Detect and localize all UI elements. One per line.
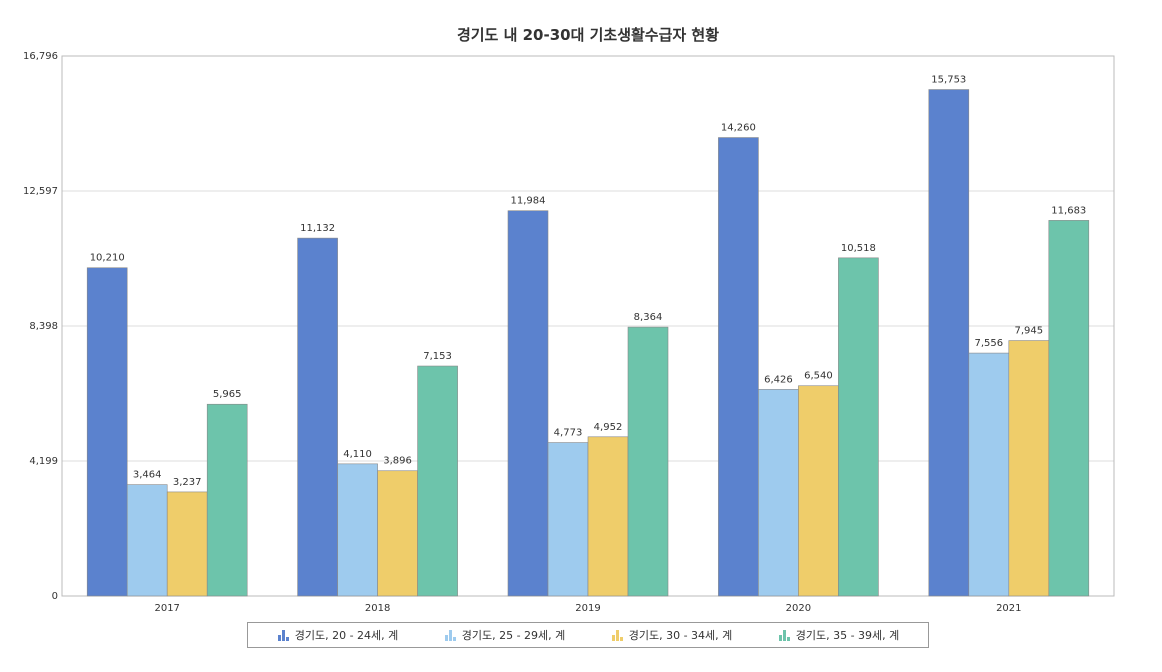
data-label: 10,210 [90, 253, 125, 264]
chart-legend: 경기도, 20 - 24세, 계 경기도, 25 - 29세, 계 경기도, 30 … [247, 622, 929, 648]
label-layer: 10,210 3,464 3,237 5,965 11,132 4,110 3,896 7,1… [90, 75, 1087, 488]
legend-label: 경기도, 30 - 34세, 계 [628, 629, 733, 642]
legend-item[interactable]: 경기도, 30 - 34세, 계 [611, 627, 733, 643]
y-tick-label: 12,597 [23, 186, 58, 197]
x-tick-label: 2019 [575, 603, 600, 614]
data-label: 6,540 [804, 371, 833, 382]
y-tick-label: 16,796 [23, 51, 58, 62]
data-label: 3,896 [383, 456, 412, 467]
data-label: 4,952 [594, 422, 623, 433]
data-label: 6,426 [764, 374, 793, 385]
bar [758, 389, 799, 597]
legend-label: 경기도, 20 - 24세, 계 [294, 629, 399, 642]
x-tick-label: 2020 [786, 603, 811, 614]
data-label: 11,984 [511, 196, 546, 207]
bar [627, 326, 669, 597]
bar-chart: 경기도 내 20-30대 기초생활수급자 현황 0 4,199 8,398 12,59… [23, 26, 1115, 614]
bar [718, 137, 759, 597]
bar-chart-icon [611, 629, 625, 641]
bar [126, 484, 168, 597]
bar-chart-icon [277, 629, 291, 641]
data-label: 7,556 [974, 338, 1003, 349]
bar [1008, 340, 1050, 597]
bar [86, 267, 128, 597]
bar [337, 463, 378, 597]
bar [1048, 220, 1090, 597]
data-label: 11,683 [1051, 205, 1086, 216]
bar [297, 237, 338, 597]
y-tick-label: 8,398 [29, 321, 58, 332]
bar-layer [86, 89, 1090, 597]
data-label: 4,773 [554, 428, 583, 439]
data-label: 14,260 [721, 123, 756, 134]
bar [587, 436, 629, 597]
bar [166, 491, 208, 597]
data-label: 15,753 [931, 75, 966, 86]
data-label: 7,153 [423, 351, 452, 362]
y-tick-label: 4,199 [29, 456, 58, 467]
data-label: 4,110 [343, 449, 372, 460]
legend-item[interactable]: 경기도, 35 - 39세, 계 [778, 627, 900, 643]
data-label: 8,364 [634, 312, 663, 323]
legend-label: 경기도, 25 - 29세, 계 [461, 629, 566, 642]
legend-label: 경기도, 35 - 39세, 계 [795, 629, 900, 642]
data-label: 3,464 [133, 470, 162, 481]
bar [206, 403, 248, 597]
data-label: 7,945 [1014, 326, 1043, 337]
bar-chart-icon [444, 629, 458, 641]
bar [928, 89, 970, 597]
bar [417, 365, 458, 597]
data-label: 11,132 [300, 223, 335, 234]
bar [547, 442, 589, 597]
bar [968, 352, 1010, 597]
bar [798, 385, 839, 597]
bar [377, 470, 418, 597]
data-label: 10,518 [841, 243, 876, 254]
bar-chart-icon [778, 629, 792, 641]
x-tick-label: 2021 [996, 603, 1021, 614]
data-label: 5,965 [213, 389, 242, 400]
data-label: 3,237 [173, 477, 202, 488]
bar [507, 210, 549, 597]
x-tick-label: 2018 [365, 603, 390, 614]
chart-title: 경기도 내 20-30대 기초생활수급자 현황 [457, 26, 719, 44]
bar [838, 257, 879, 597]
y-tick-label: 0 [52, 591, 58, 602]
legend-item[interactable]: 경기도, 20 - 24세, 계 [277, 627, 399, 643]
legend-item[interactable]: 경기도, 25 - 29세, 계 [444, 627, 566, 643]
x-tick-label: 2017 [154, 603, 179, 614]
